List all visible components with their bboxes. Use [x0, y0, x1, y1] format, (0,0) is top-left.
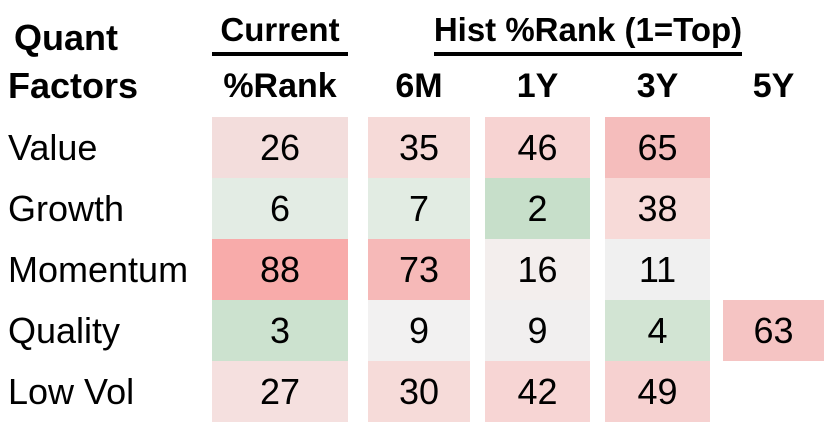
column-header-3y: 3Y — [636, 67, 679, 105]
column-header-6m: 6M — [395, 67, 443, 105]
heatmap-cell: 27 — [212, 361, 348, 422]
table-row-quality: Quality 3 9 9 4 63 — [0, 300, 826, 361]
heatmap-cell-empty — [723, 178, 824, 239]
heatmap-cell: 26 — [212, 117, 348, 178]
heatmap-cell: 42 — [485, 361, 590, 422]
group-header-current: Current — [212, 10, 348, 56]
group-header-hist: Hist %Rank (1=Top) — [434, 10, 742, 56]
heatmap-cell: 49 — [605, 361, 710, 422]
table-title-line2: Factors — [8, 65, 139, 106]
table-row-momentum: Momentum 88 73 16 11 — [0, 239, 826, 300]
heatmap-cell: 35 — [368, 117, 470, 178]
heatmap-cell: 11 — [605, 239, 710, 300]
factor-label: Low Vol — [8, 370, 135, 412]
heatmap-cell: 88 — [212, 239, 348, 300]
heatmap-cell-empty — [723, 361, 824, 422]
heatmap-cell-empty — [723, 239, 824, 300]
factor-label: Quality — [8, 309, 121, 351]
table-title-line1: Quant — [14, 17, 118, 58]
heatmap-cell: 2 — [485, 178, 590, 239]
heatmap-cell: 4 — [605, 300, 710, 361]
column-header-1y: 1Y — [516, 67, 559, 105]
heatmap-cell: 46 — [485, 117, 590, 178]
heatmap-cell: 9 — [485, 300, 590, 361]
heatmap-cell: 3 — [212, 300, 348, 361]
table-row-growth: Growth 6 7 2 38 — [0, 178, 826, 239]
heatmap-cell: 38 — [605, 178, 710, 239]
column-header-5y: 5Y — [752, 67, 795, 105]
table-row-value: Value 26 35 46 65 — [0, 117, 826, 178]
factor-label: Momentum — [8, 248, 189, 290]
heatmap-cell: 63 — [723, 300, 824, 361]
heatmap-cell: 73 — [368, 239, 470, 300]
factor-label: Value — [8, 126, 98, 168]
table-row-lowvol: Low Vol 27 30 42 49 — [0, 361, 826, 422]
heatmap-cell: 65 — [605, 117, 710, 178]
heatmap-cell: 30 — [368, 361, 470, 422]
heatmap-cell: 7 — [368, 178, 470, 239]
column-header-rank: %Rank — [223, 67, 337, 105]
heatmap-cell: 6 — [212, 178, 348, 239]
heatmap-cell: 16 — [485, 239, 590, 300]
heatmap-cell: 9 — [368, 300, 470, 361]
factor-label: Growth — [8, 187, 125, 229]
heatmap-cell-empty — [723, 117, 824, 178]
